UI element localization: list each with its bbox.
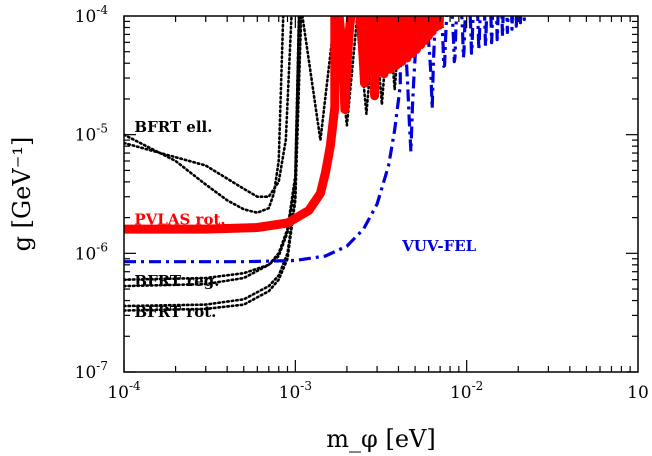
tick-label: 10-4 [75, 3, 109, 27]
y-axis-title: g [GeV⁻¹] [8, 137, 36, 252]
series-line [124, 16, 301, 288]
tick-label: 10-3 [279, 379, 312, 403]
annotation-label: PVLAS rot. [134, 210, 225, 228]
series-line [124, 16, 445, 234]
annotation-label: BFRT reg. [134, 272, 219, 290]
annotation-label: BFRT ell. [134, 118, 212, 136]
annotation-layer: BFRT ell. PVLAS rot. VUV-FEL BFRT reg. BFRT … [134, 118, 476, 321]
x-axis-title: m_φ [eV] [326, 425, 435, 453]
tick-label: 10-6 [75, 240, 108, 264]
series-line [124, 16, 293, 198]
tick-label: 10-7 [75, 359, 108, 383]
series-line [124, 16, 303, 312]
tick-label: 10-4 [107, 379, 141, 403]
tick-label: 10 [627, 383, 649, 403]
tick-label: 10-5 [75, 122, 108, 146]
series-layer [124, 16, 530, 312]
tick-label: 10-2 [450, 379, 483, 403]
tick-layer [123, 16, 638, 373]
plot-frame [123, 15, 639, 373]
series-line [124, 16, 285, 214]
annotation-label: VUV-FEL [401, 237, 477, 255]
annotation-label: BFRT rot. [134, 303, 216, 321]
